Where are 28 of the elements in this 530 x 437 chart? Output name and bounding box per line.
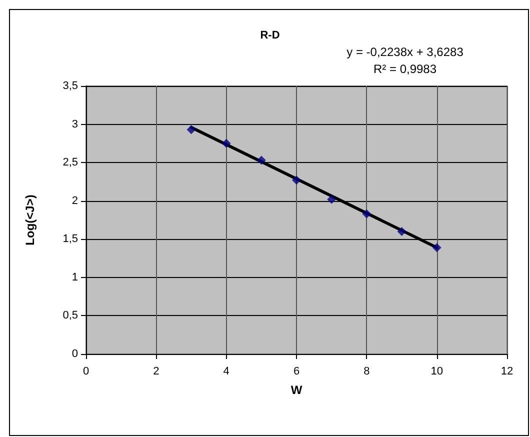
point — [362, 209, 372, 218]
point — [222, 138, 231, 148]
y-tick-label: 1 — [72, 271, 78, 284]
y-tick-label: 1,5 — [62, 233, 78, 246]
point — [397, 226, 406, 236]
y-tick-label: 3,5 — [62, 80, 78, 92]
x-tick-label: 2 — [153, 366, 160, 378]
x-axis-title: W — [290, 383, 303, 397]
x-tick-label: 12 — [500, 366, 514, 378]
text: R² = 0,9983 — [373, 62, 437, 76]
point — [256, 156, 266, 165]
y-axis-title: Log(<J>) — [23, 194, 37, 246]
x-tick-label: 6 — [293, 366, 300, 378]
x-tick-label: 4 — [223, 366, 230, 378]
text: y = -0,2238x + 3,6283 — [346, 45, 464, 59]
y-tick-label: 2 — [72, 194, 78, 207]
y-tick-label: 0 — [72, 348, 78, 360]
point — [186, 125, 196, 134]
x-tick-label: 0 — [82, 366, 90, 378]
chart-title: R-D — [260, 30, 280, 42]
y-tick-label: 0,5 — [62, 310, 78, 322]
point — [292, 176, 301, 185]
y-tick-label: 2,5 — [62, 156, 78, 169]
y-tick-label: 3 — [72, 118, 78, 130]
point — [327, 194, 336, 204]
point — [432, 243, 442, 252]
x-tick-label: 8 — [364, 366, 370, 378]
x-tick-label: 10 — [430, 366, 443, 378]
